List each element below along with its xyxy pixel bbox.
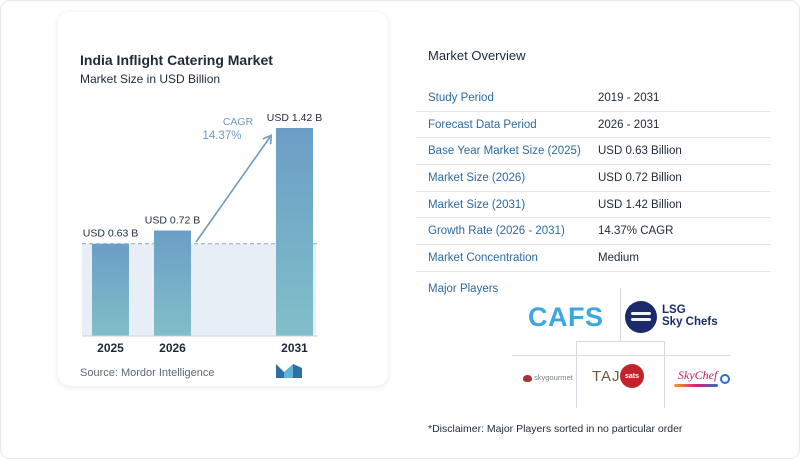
lsg-logo-line: Sky Chefs	[662, 316, 718, 328]
overview-row: Market Concentration Medium	[416, 245, 771, 272]
skygourmet-logo-text: skygourmet	[534, 373, 573, 382]
overview-value: 2026 - 2031	[598, 118, 660, 131]
major-players-label: Major Players	[428, 283, 499, 295]
chart-title: India Inflight Catering Market	[80, 52, 273, 68]
skygourmet-mark-icon	[523, 374, 532, 382]
overview-row: Market Size (2026) USD 0.72 Billion	[416, 165, 771, 192]
overview-value: 2019 - 2031	[598, 91, 660, 104]
overview-row: Growth Rate (2026 - 2031) 14.37% CAGR	[416, 218, 771, 246]
overview-key: Base Year Market Size (2025)	[428, 145, 581, 158]
overview-key: Growth Rate (2026 - 2031)	[428, 225, 565, 238]
overview-key: Study Period	[428, 91, 494, 104]
cafs-logo: CAFS	[528, 302, 604, 332]
overview-key: Forecast Data Period	[428, 118, 537, 131]
taj-logo: TAJ	[592, 368, 621, 385]
sats-logo: sats	[620, 364, 644, 388]
lsg-sky-chefs-logo: LSG Sky Chefs	[662, 304, 718, 328]
skychef-emblem-icon	[720, 374, 730, 384]
overview-value: USD 0.63 Billion	[598, 145, 682, 158]
overview-row: Study Period 2019 - 2031	[416, 85, 771, 112]
lsg-logo-line: LSG	[662, 304, 686, 316]
overview-value: 14.37% CAGR	[598, 225, 674, 238]
logo-grid-divider	[664, 342, 665, 408]
overview-key: Market Size (2031)	[428, 198, 526, 211]
overview-row: Base Year Market Size (2025) USD 0.63 Bil…	[416, 138, 771, 166]
overview-table: Study Period 2019 - 2031 Forecast Data Pe…	[416, 85, 771, 272]
overview-value: USD 0.72 Billion	[598, 171, 682, 184]
overview-key: Market Concentration	[428, 251, 538, 264]
overview-value: Medium	[598, 251, 639, 264]
logo-grid-divider	[512, 355, 730, 356]
overview-title: Market Overview	[428, 48, 526, 63]
mordor-logo-icon	[276, 364, 302, 378]
overview-row: Market Size (2031) USD 1.42 Billion	[416, 192, 771, 219]
chart-subtitle: Market Size in USD Billion	[80, 72, 221, 86]
skychef-logo: SkyChef	[678, 368, 718, 382]
logo-grid-divider	[576, 342, 577, 408]
skychef-swoosh-icon	[674, 384, 718, 387]
overview-value: USD 1.42 Billion	[598, 198, 682, 211]
logo-grid-divider	[576, 341, 665, 342]
skygourmet-logo: skygourmet	[523, 373, 573, 382]
overview-key: Market Size (2026)	[428, 171, 526, 184]
source-text: Source: Mordor Intelligence	[80, 367, 215, 379]
disclaimer-text: *Disclaimer: Major Players sorted in no …	[428, 423, 683, 435]
lsg-logo-icon	[625, 301, 657, 333]
logo-grid-divider	[620, 288, 621, 341]
chart-card	[58, 12, 388, 386]
overview-row: Forecast Data Period 2026 - 2031	[416, 112, 771, 139]
